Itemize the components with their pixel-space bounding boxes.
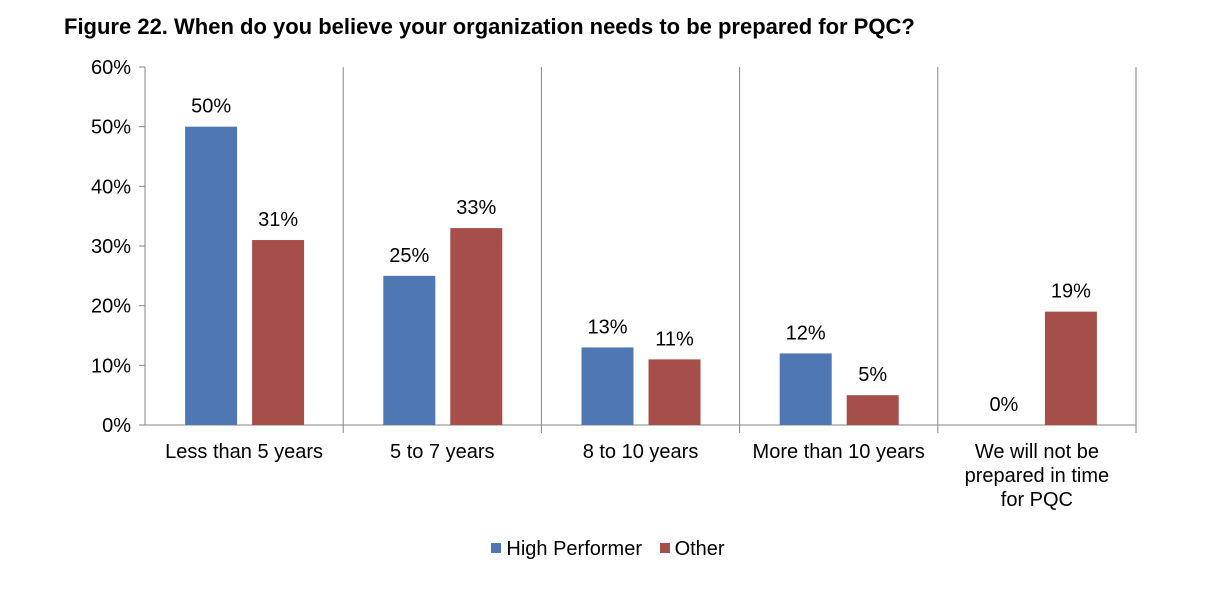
legend-swatch-high-performer (491, 542, 502, 553)
data-label: 12% (786, 322, 826, 344)
data-label: 19% (1051, 281, 1091, 303)
y-tick-label: 60% (91, 57, 131, 79)
data-label: 33% (456, 197, 496, 219)
y-tick-label: 40% (91, 176, 131, 198)
y-tick-label: 30% (91, 236, 131, 258)
y-tick-label: 50% (91, 117, 131, 139)
bar-other (648, 359, 701, 425)
x-tick-label: for PQC (1001, 489, 1073, 511)
bar-other (846, 395, 899, 425)
x-tick-label: We will not be (975, 441, 1099, 463)
bar-high-performer (185, 126, 238, 426)
data-label: 13% (587, 316, 627, 338)
bar-other (1044, 311, 1097, 425)
chart-title: Figure 22. When do you believe your orga… (64, 14, 915, 39)
legend-item-high-performer: High Performer (491, 538, 642, 561)
legend-item-other: Other (659, 538, 725, 561)
legend: High Performer Other (0, 538, 1216, 561)
bar-high-performer (383, 275, 436, 425)
x-tick-label: Less than 5 years (165, 441, 323, 463)
data-label: 50% (191, 96, 231, 118)
x-tick-label: 5 to 7 years (390, 441, 495, 463)
data-label: 25% (389, 245, 429, 267)
data-label: 11% (655, 328, 694, 350)
x-tick-label: 8 to 10 years (583, 441, 699, 463)
bar-other (252, 240, 305, 425)
y-tick-label: 0% (102, 415, 131, 437)
legend-label-other: Other (674, 538, 725, 560)
legend-swatch-other (659, 542, 670, 553)
data-label: 5% (858, 364, 887, 386)
x-tick-label: prepared in time (965, 465, 1110, 487)
data-label: 31% (258, 209, 298, 231)
bar-high-performer (779, 353, 832, 425)
bar-other (450, 228, 503, 425)
y-tick-label: 20% (91, 296, 131, 318)
y-tick-label: 10% (91, 355, 131, 377)
legend-label-high-performer: High Performer (506, 538, 642, 560)
bar-high-performer (581, 347, 634, 425)
data-label: 0% (989, 394, 1018, 416)
x-tick-label: More than 10 years (753, 441, 925, 463)
bar-chart: 0% 10% 20% 30% 40% 50% 60% 50% 25% 13% 12% 0% 31% 33%… (91, 57, 1137, 511)
